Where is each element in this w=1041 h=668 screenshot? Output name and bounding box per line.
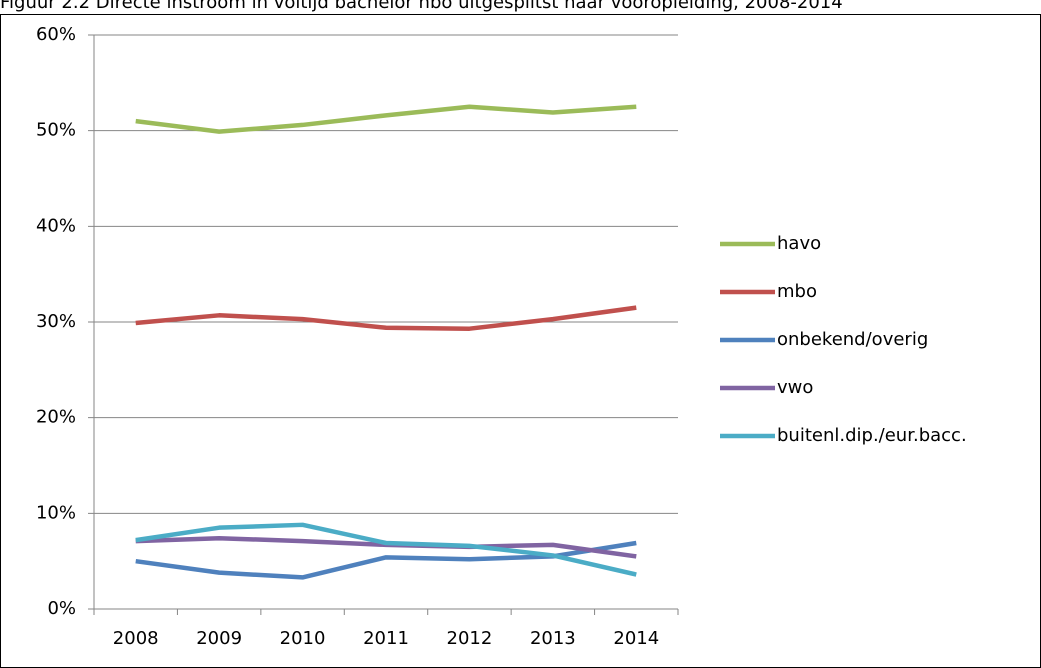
y-tick-label: 20% <box>36 407 76 428</box>
legend-label: mbo <box>777 281 817 302</box>
line-series <box>135 522 637 577</box>
y-tick-label: 10% <box>36 502 76 523</box>
y-tick-label: 60% <box>36 24 76 45</box>
x-tick-label: 2009 <box>196 628 242 649</box>
y-tick-label: 30% <box>36 311 76 332</box>
x-tick-label: 2008 <box>113 628 159 649</box>
x-tick-label: 2010 <box>280 628 326 649</box>
legend-label: vwo <box>777 377 813 398</box>
line-series <box>135 104 637 134</box>
line-series <box>135 305 637 331</box>
y-tick-label: 0% <box>47 598 76 619</box>
legend-label: buitenl.dip./eur.bacc. <box>777 425 967 446</box>
x-tick-label: 2014 <box>613 628 659 649</box>
x-tick-label: 2013 <box>530 628 576 649</box>
x-tick-label: 2011 <box>363 628 409 649</box>
y-tick-label: 40% <box>36 215 76 236</box>
chart-title: Figuur 2.2 Directe instroom in voltijd b… <box>0 0 843 13</box>
legend-label: havo <box>777 233 821 254</box>
x-tick-label: 2012 <box>447 628 493 649</box>
legend-label: onbekend/overig <box>777 329 928 350</box>
y-tick-label: 50% <box>36 120 76 141</box>
